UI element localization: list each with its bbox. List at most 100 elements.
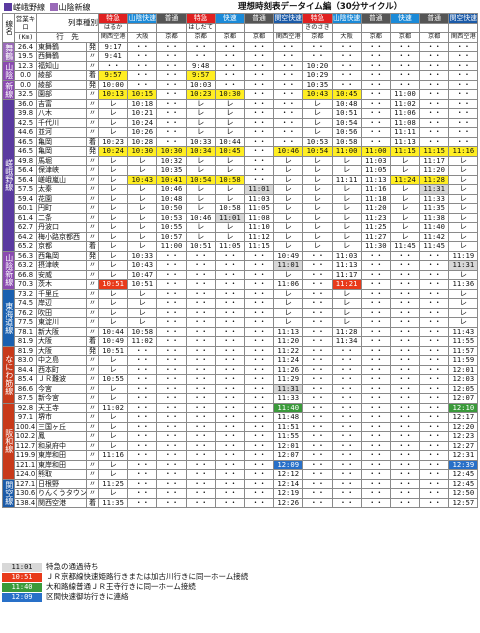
- time-cell: 10:24: [127, 117, 158, 128]
- time-cell: 10:54: [185, 174, 216, 185]
- time-cell: 11:13: [331, 260, 362, 271]
- train-dest-7: 京都: [302, 32, 333, 43]
- time-cell: ・・: [214, 326, 245, 337]
- time-cell: レ: [97, 364, 129, 375]
- time-cell: 12:45: [448, 469, 479, 480]
- time-cell: ・・: [331, 412, 362, 423]
- arr-dep: 〃: [86, 212, 99, 223]
- time-cell: ・・: [214, 402, 245, 413]
- time-cell: レ: [127, 184, 158, 195]
- time-cell: ・・: [243, 383, 275, 394]
- time-cell: 11:20: [419, 165, 450, 176]
- time-cell: ・・: [156, 345, 187, 356]
- time-cell: レ: [97, 241, 129, 252]
- time-cell: ・・: [419, 459, 450, 470]
- time-cell: 12:09: [273, 459, 304, 470]
- km-cell: 100.4: [14, 421, 37, 432]
- time-cell: ・・: [127, 393, 158, 404]
- time-cell: レ: [389, 165, 421, 176]
- time-cell: ・・: [360, 374, 391, 385]
- time-cell: ・・: [214, 469, 245, 480]
- table-row: 86.6 今宮〃レ・・ ・・ ・・ ・・ ・・ 11:31 ・・ ・・ ・・ ・・ ・・ 12:05: [3, 383, 479, 394]
- time-cell: ・・: [302, 469, 333, 480]
- time-cell: レ: [273, 298, 304, 309]
- time-cell: レ: [302, 165, 333, 176]
- time-cell: ・・: [419, 469, 450, 480]
- time-cell: ・・: [243, 117, 275, 128]
- time-cell: ・・: [389, 317, 421, 328]
- time-cell: ・・: [214, 421, 245, 432]
- time-cell: 10:48: [331, 98, 362, 109]
- arr-dep: 着: [86, 497, 99, 508]
- time-cell: 10:55: [97, 374, 129, 385]
- train-dest-10: 京都: [389, 32, 421, 43]
- time-cell: 10:54: [302, 146, 333, 157]
- time-cell: レ: [448, 241, 479, 252]
- time-cell: 11:03: [360, 155, 391, 166]
- time-cell: ・・: [214, 250, 245, 261]
- time-cell: ・・: [360, 260, 391, 271]
- time-cell: 11:40: [273, 402, 304, 413]
- time-cell: 11:01: [273, 260, 304, 271]
- time-cell: ・・: [360, 70, 391, 81]
- time-cell: レ: [97, 440, 129, 451]
- time-cell: 12:23: [448, 431, 479, 442]
- time-cell: ・・: [243, 108, 275, 119]
- time-cell: 10:50: [156, 203, 187, 214]
- station-name: 大阪: [36, 336, 87, 347]
- station-name: 吉富: [36, 98, 87, 109]
- time-cell: ・・: [389, 450, 421, 461]
- time-cell: ・・: [448, 108, 479, 119]
- train-name-4: [214, 22, 245, 33]
- time-cell: ・・: [389, 326, 421, 337]
- time-cell: 11:05: [360, 165, 391, 176]
- time-cell: ・・: [419, 298, 450, 309]
- time-cell: ・・: [360, 393, 391, 404]
- time-cell: ・・: [214, 51, 245, 62]
- station-name: 太秦: [36, 184, 87, 195]
- time-cell: 10:44: [97, 326, 129, 337]
- time-cell: ・・: [127, 51, 158, 62]
- time-cell: ・・: [185, 269, 216, 280]
- time-cell: レ: [185, 193, 216, 204]
- time-cell: ・・: [331, 440, 362, 451]
- time-cell: レ: [214, 222, 245, 233]
- arr-dep: 〃: [86, 478, 99, 489]
- time-cell: レ: [214, 231, 245, 242]
- arr-dep: 〃: [86, 155, 99, 166]
- km-cell: 36.0: [14, 98, 37, 109]
- time-cell: ・・: [389, 269, 421, 280]
- time-cell: 10:24: [97, 146, 129, 157]
- time-cell: ・・: [214, 412, 245, 423]
- station-name: 今宮: [36, 383, 87, 394]
- time-cell: ・・: [243, 412, 275, 423]
- time-cell: 10:43: [127, 174, 158, 185]
- train-type-12: 関空快速: [448, 13, 479, 24]
- time-cell: レ: [97, 459, 129, 470]
- time-cell: ・・: [214, 307, 245, 318]
- time-cell: ・・: [156, 326, 187, 337]
- time-cell: ・・: [360, 488, 391, 499]
- arr-dep: 〃: [86, 117, 99, 128]
- time-cell: 10:49: [273, 250, 304, 261]
- table-row: 81.9 大阪着 10:49 11:02 ・・ ・・ ・・ ・・ 11:20 ・・ 11:34 ・・・…: [3, 336, 479, 347]
- time-cell: ・・: [331, 393, 362, 404]
- header-line-label: 線名: [2, 13, 15, 43]
- time-cell: ・・: [243, 288, 275, 299]
- time-cell: ・・: [185, 383, 216, 394]
- time-cell: ・・: [214, 336, 245, 347]
- time-cell: レ: [302, 98, 333, 109]
- train-name-11: [419, 22, 450, 33]
- time-cell: 11:00: [389, 89, 421, 100]
- time-cell: ・・: [156, 393, 187, 404]
- time-cell: 11:16: [360, 184, 391, 195]
- time-cell: レ: [448, 222, 479, 233]
- station-name: 熊取: [36, 469, 87, 480]
- time-cell: ・・: [389, 497, 421, 508]
- time-cell: ・・: [156, 402, 187, 413]
- arr-dep: 〃: [86, 89, 99, 100]
- time-cell: レ: [273, 317, 304, 328]
- time-cell: ・・: [360, 412, 391, 423]
- arr-dep: 〃: [86, 222, 99, 233]
- time-cell: ・・: [448, 89, 479, 100]
